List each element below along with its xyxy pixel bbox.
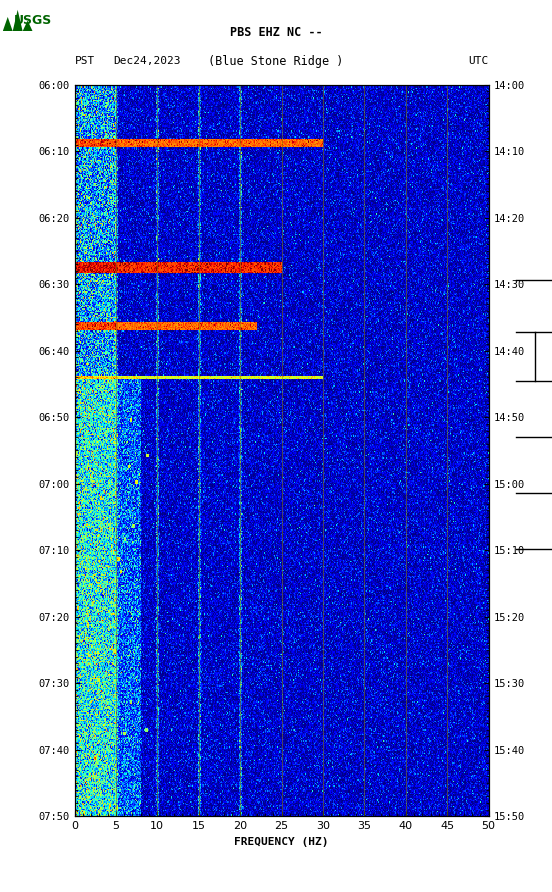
Polygon shape — [3, 10, 33, 31]
Text: (Blue Stone Ridge ): (Blue Stone Ridge ) — [208, 54, 344, 68]
Text: USGS: USGS — [14, 14, 52, 27]
Text: UTC: UTC — [468, 56, 489, 66]
X-axis label: FREQUENCY (HZ): FREQUENCY (HZ) — [234, 837, 329, 847]
Text: Dec24,2023: Dec24,2023 — [113, 56, 181, 66]
Text: PBS EHZ NC --: PBS EHZ NC -- — [230, 26, 322, 38]
Text: PST: PST — [75, 56, 95, 66]
